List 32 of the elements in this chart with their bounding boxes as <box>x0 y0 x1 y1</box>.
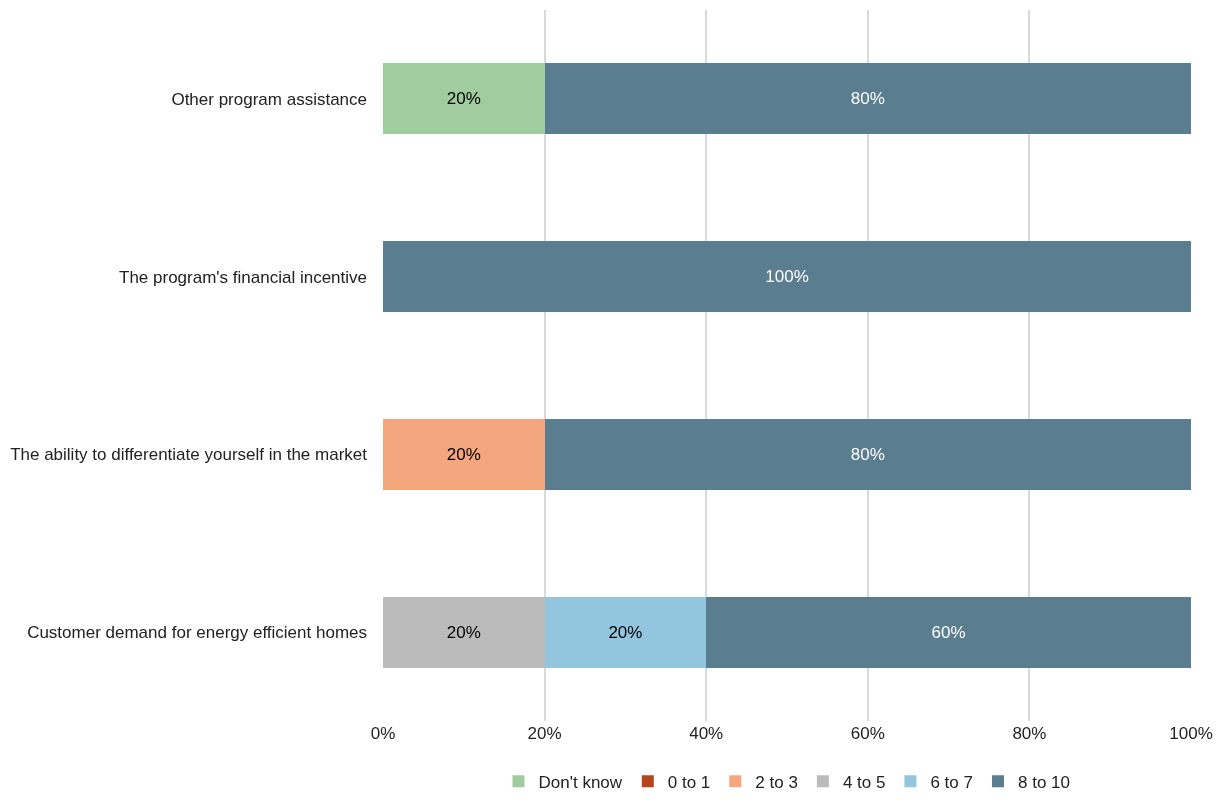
data-label: 80% <box>850 89 885 109</box>
legend-label: 4 to 5 <box>842 772 886 792</box>
bar <box>544 63 1191 135</box>
bar <box>383 418 545 490</box>
x-tick-label: 100% <box>1169 724 1213 743</box>
data-label: 20% <box>608 622 643 642</box>
y-tick-label: The program's financial incentive <box>119 267 367 287</box>
bar <box>544 418 1191 490</box>
legend-label: 6 to 7 <box>930 772 973 792</box>
data-label: 100% <box>765 267 809 287</box>
x-tick-label: 80% <box>1012 724 1047 743</box>
data-label: 20% <box>446 89 481 109</box>
legend-label: 0 to 1 <box>667 772 711 792</box>
data-label: 20% <box>446 622 481 642</box>
y-tick-label: Customer demand for energy efficient homes <box>27 623 367 643</box>
data-label: 80% <box>850 444 885 464</box>
bar <box>544 596 707 668</box>
bar <box>383 241 1191 313</box>
data-label: 60% <box>931 622 966 642</box>
bar <box>706 596 1191 668</box>
legend-label: Don't know <box>538 772 623 792</box>
bar <box>383 63 545 135</box>
y-tick-label: The ability to differentiate yourself in the market <box>10 445 368 465</box>
x-tick-label: 40% <box>689 724 724 743</box>
x-tick-label: 20% <box>527 724 562 743</box>
legend-label: 2 to 3 <box>755 772 798 792</box>
data-label: 20% <box>446 444 481 464</box>
bar <box>383 596 545 668</box>
legend-label: 8 to 10 <box>1017 772 1070 792</box>
x-tick-label: 0% <box>370 724 396 743</box>
x-tick-label: 60% <box>850 724 885 743</box>
y-tick-label: Other program assistance <box>171 89 367 109</box>
